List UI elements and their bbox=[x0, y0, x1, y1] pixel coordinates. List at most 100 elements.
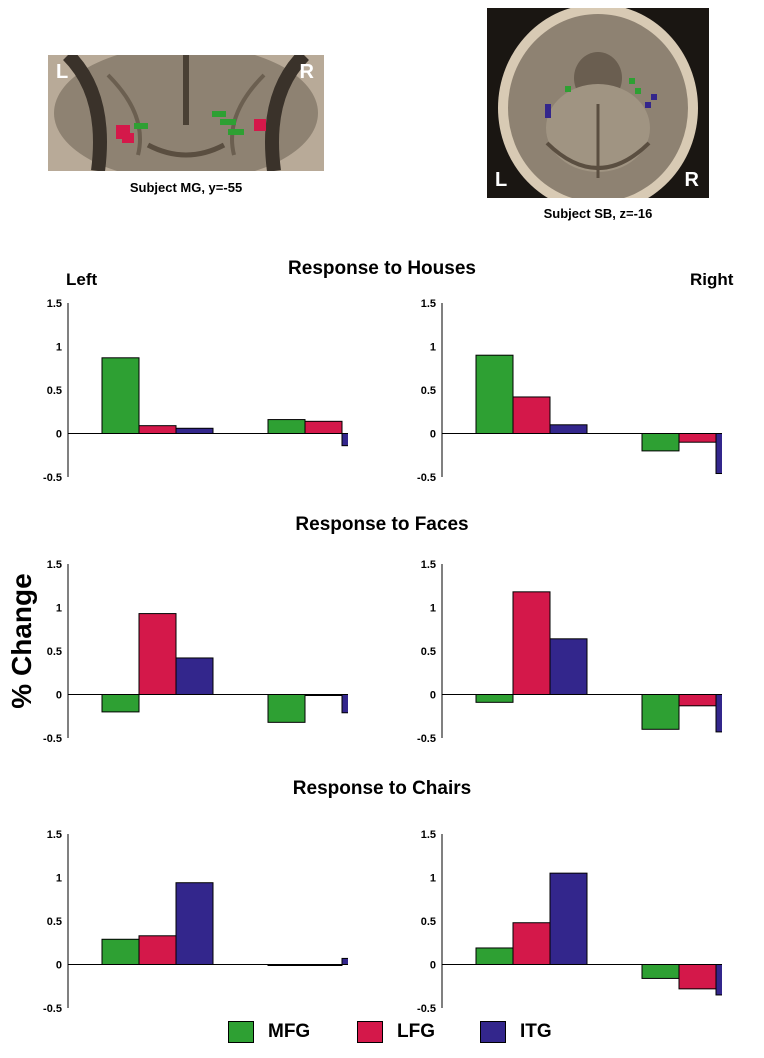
category-label-perception: perception bbox=[92, 740, 204, 744]
y-tick-label: -0.5 bbox=[43, 1003, 62, 1014]
y-tick-label: 0.5 bbox=[47, 916, 62, 928]
y-tick-label: 1 bbox=[430, 342, 436, 354]
brain-image-axial: L R bbox=[487, 8, 709, 198]
legend-swatch-itg bbox=[480, 1021, 506, 1043]
y-tick-label: 0.5 bbox=[421, 916, 436, 928]
bar-lfg-imagery bbox=[304, 964, 343, 966]
bar-itg-imagery bbox=[715, 964, 722, 996]
bar-itg-perception bbox=[175, 427, 214, 434]
y-tick-label: 0.5 bbox=[421, 646, 436, 658]
y-tick-label: 0 bbox=[430, 429, 436, 441]
y-tick-label: -0.5 bbox=[417, 733, 436, 744]
bar-lfg-perception bbox=[138, 935, 177, 965]
bar-chart-panel: 1.5 1 0.5 0 -0.5 perception imagery bbox=[417, 559, 722, 744]
y-tick-label: 1 bbox=[56, 873, 62, 885]
y-tick-label: 1.5 bbox=[47, 298, 62, 310]
y-tick-label: -0.5 bbox=[417, 1003, 436, 1014]
y-tick-label: 0.5 bbox=[47, 646, 62, 658]
bar-itg-imagery bbox=[341, 957, 348, 966]
image-caption-left: Subject MG, y=-55 bbox=[129, 180, 243, 195]
y-tick-label: -0.5 bbox=[417, 472, 436, 483]
bar-mfg-perception bbox=[475, 354, 514, 435]
bar-itg-imagery bbox=[715, 433, 722, 475]
y-tick-label: -0.5 bbox=[43, 733, 62, 744]
category-label-perception: perception bbox=[466, 740, 578, 744]
orientation-left-label: L bbox=[495, 169, 508, 191]
bar-mfg-imagery bbox=[641, 964, 680, 979]
legend-item-lfg: LFG bbox=[357, 1021, 435, 1043]
bar-lfg-imagery bbox=[678, 694, 717, 707]
bar-itg-imagery bbox=[341, 694, 348, 714]
y-tick-label: 0 bbox=[56, 690, 62, 702]
legend-label-mfg: MFG bbox=[268, 1021, 311, 1042]
legend-label-itg: ITG bbox=[520, 1021, 552, 1042]
y-tick-label: 1 bbox=[56, 342, 62, 354]
y-tick-label: 0 bbox=[56, 960, 62, 972]
category-label-perception: perception bbox=[92, 1010, 204, 1014]
bar-lfg-perception bbox=[138, 425, 177, 434]
bar-lfg-perception bbox=[512, 591, 551, 696]
bar-mfg-imagery bbox=[641, 694, 680, 730]
orientation-right-label: R bbox=[299, 61, 314, 83]
section-title-faces: Response to Faces bbox=[295, 514, 469, 535]
bar-mfg-perception bbox=[101, 694, 140, 713]
y-tick-label: 1.5 bbox=[421, 298, 436, 310]
y-tick-label: 1 bbox=[56, 603, 62, 615]
bar-chart-panel: 1.5 1 0.5 0 -0.5 perception imagery bbox=[43, 298, 348, 483]
y-tick-label: 0 bbox=[430, 960, 436, 972]
hemisphere-left-label: Left bbox=[66, 270, 98, 289]
bar-mfg-perception bbox=[101, 357, 140, 434]
bar-itg-perception bbox=[175, 882, 214, 965]
bar-itg-perception bbox=[549, 638, 588, 695]
category-label-imagery: imagery bbox=[271, 1010, 348, 1014]
orientation-left-label: L bbox=[56, 61, 69, 83]
category-label-imagery: imagery bbox=[645, 740, 722, 744]
brain-image-coronal: L R bbox=[48, 55, 324, 171]
hemisphere-right-label: Right bbox=[690, 270, 734, 289]
bar-chart-panel: 1.5 1 0.5 0 -0.5 perception imagery bbox=[417, 829, 722, 1014]
category-label-imagery: imagery bbox=[645, 1010, 722, 1014]
bar-itg-imagery bbox=[341, 433, 348, 447]
bar-mfg-perception bbox=[475, 694, 514, 703]
bar-lfg-perception bbox=[138, 613, 177, 696]
category-label-imagery: imagery bbox=[271, 740, 348, 744]
y-tick-label: 1.5 bbox=[421, 559, 436, 571]
legend-label-lfg: LFG bbox=[397, 1021, 435, 1042]
bar-lfg-perception bbox=[512, 396, 551, 434]
category-label-imagery: imagery bbox=[645, 479, 722, 483]
y-tick-label: 1.5 bbox=[47, 559, 62, 571]
section-title-chairs: Response to Chairs bbox=[292, 778, 472, 799]
bar-chart-panel: 1.5 1 0.5 0 -0.5 perception imagery bbox=[43, 559, 348, 744]
bar-itg-perception bbox=[175, 657, 214, 695]
y-tick-label: 0 bbox=[56, 429, 62, 441]
bar-chart-panel: 1.5 1 0.5 0 -0.5 perception imagery bbox=[43, 829, 348, 1014]
section-title-houses: Response to Houses bbox=[288, 258, 476, 279]
bar-mfg-imagery bbox=[267, 694, 306, 723]
legend: MFG LFG ITG bbox=[0, 1021, 764, 1051]
bar-mfg-imagery bbox=[267, 419, 306, 435]
bar-itg-perception bbox=[549, 424, 588, 435]
category-label-perception: perception bbox=[92, 479, 204, 483]
bar-lfg-imagery bbox=[304, 420, 343, 435]
legend-swatch-lfg bbox=[357, 1021, 383, 1043]
y-tick-label: 1.5 bbox=[47, 829, 62, 841]
legend-item-itg: ITG bbox=[480, 1021, 552, 1043]
category-label-perception: perception bbox=[466, 479, 578, 483]
y-tick-label: 0.5 bbox=[47, 385, 62, 397]
y-tick-label: 0.5 bbox=[421, 385, 436, 397]
category-label-imagery: imagery bbox=[271, 479, 348, 483]
bar-mfg-perception bbox=[475, 947, 514, 966]
y-tick-label: 1 bbox=[430, 603, 436, 615]
y-tick-label: 0 bbox=[430, 690, 436, 702]
bar-mfg-imagery bbox=[267, 964, 306, 966]
bar-mfg-imagery bbox=[641, 433, 680, 452]
bar-lfg-imagery bbox=[678, 964, 717, 990]
image-caption-right: Subject SB, z=-16 bbox=[543, 206, 653, 221]
y-tick-label: 1.5 bbox=[421, 829, 436, 841]
legend-swatch-mfg bbox=[228, 1021, 254, 1043]
bar-mfg-perception bbox=[101, 938, 140, 965]
legend-item-mfg: MFG bbox=[228, 1021, 310, 1043]
y-tick-label: -0.5 bbox=[43, 472, 62, 483]
bar-lfg-perception bbox=[512, 922, 551, 965]
category-label-perception: perception bbox=[466, 1010, 578, 1014]
